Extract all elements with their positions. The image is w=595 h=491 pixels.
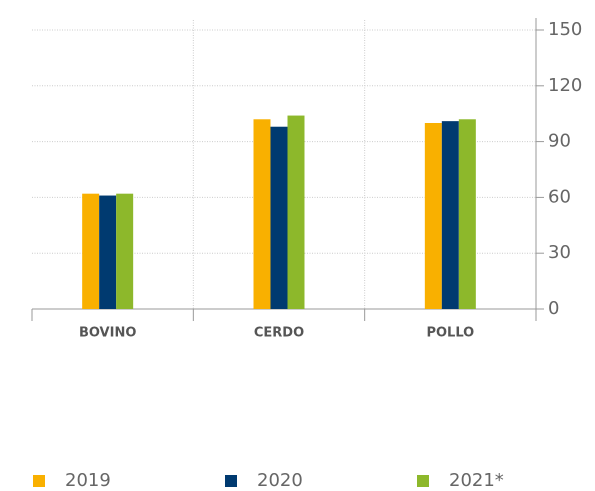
legend-label: 2021* bbox=[449, 470, 504, 491]
x-tick-label: POLLO bbox=[426, 326, 474, 341]
y-tick-label: 30 bbox=[548, 242, 571, 263]
y-tick-label: 150 bbox=[548, 19, 582, 40]
x-tick-label: CERDO bbox=[254, 326, 304, 341]
bar bbox=[287, 115, 305, 309]
legend-label: 2020 bbox=[257, 470, 303, 491]
bar bbox=[116, 193, 134, 309]
y-tick-label: 120 bbox=[548, 75, 582, 96]
bar bbox=[270, 126, 288, 309]
legend-swatch bbox=[33, 475, 45, 487]
bar bbox=[99, 195, 117, 309]
y-tick-label: 0 bbox=[548, 298, 559, 319]
y-tick-label: 90 bbox=[548, 131, 571, 152]
bar bbox=[82, 193, 100, 309]
bar bbox=[424, 123, 442, 309]
legend-swatch bbox=[225, 475, 237, 487]
legend-swatch bbox=[417, 475, 429, 487]
legend-label: 2019 bbox=[65, 470, 111, 491]
y-tick-label: 60 bbox=[548, 186, 571, 207]
bar bbox=[253, 119, 271, 309]
x-tick-label: BOVINO bbox=[79, 326, 136, 341]
bar bbox=[458, 119, 476, 309]
bar bbox=[441, 121, 459, 309]
